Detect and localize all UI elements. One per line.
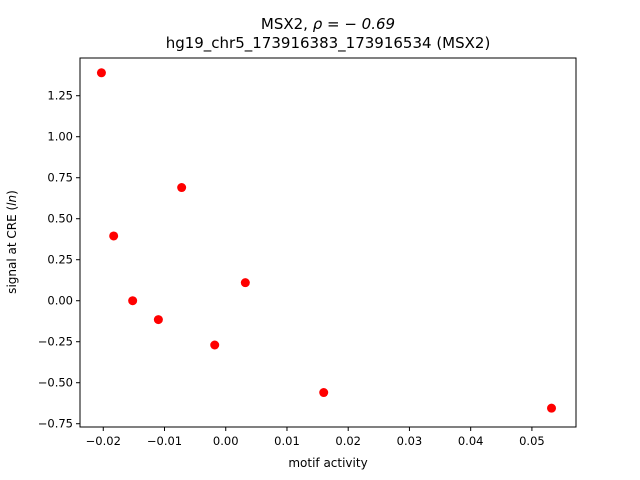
x-tick-label: 0.03 bbox=[397, 434, 423, 448]
x-axis: −0.02 −0.01 0.00 0.01 0.02 0.03 0.04 0.05 bbox=[86, 427, 545, 448]
plot-area: −0.02 −0.01 0.00 0.01 0.02 0.03 0.04 0.05 −0.75… bbox=[38, 57, 577, 448]
data-point bbox=[547, 403, 557, 413]
data-points bbox=[96, 68, 557, 413]
x-tick-label: −0.01 bbox=[147, 434, 182, 448]
data-point bbox=[96, 68, 106, 78]
y-tick-label: 0.50 bbox=[47, 212, 73, 226]
x-tick-label: 0.00 bbox=[213, 434, 239, 448]
y-tick-label: −0.75 bbox=[38, 417, 73, 431]
plot-frame bbox=[79, 57, 577, 428]
y-tick-label: −0.50 bbox=[38, 376, 73, 390]
chart-title-line2: hg19_chr5_173916383_173916534 (MSX2) bbox=[166, 34, 491, 53]
x-tick-label: 0.05 bbox=[519, 434, 545, 448]
chart-title-line1: MSX2, ρ = − 0.69 bbox=[261, 15, 395, 33]
data-point bbox=[210, 340, 220, 350]
y-tick-label: 0.00 bbox=[47, 294, 73, 308]
data-point bbox=[240, 278, 250, 288]
x-tick-label: −0.02 bbox=[86, 434, 121, 448]
x-tick-label: 0.02 bbox=[335, 434, 361, 448]
y-tick-label: 0.25 bbox=[47, 253, 73, 267]
y-axis-label: signal at CRE (ln) bbox=[5, 190, 19, 294]
data-point bbox=[319, 388, 329, 398]
x-axis-label: motif activity bbox=[288, 456, 367, 470]
x-tick-label: 0.04 bbox=[458, 434, 484, 448]
data-point bbox=[153, 315, 163, 325]
data-point bbox=[177, 183, 187, 193]
data-point bbox=[128, 296, 138, 306]
y-tick-label: 0.75 bbox=[47, 171, 73, 185]
y-tick-label: −0.25 bbox=[38, 335, 73, 349]
y-tick-label: 1.25 bbox=[47, 89, 73, 103]
y-tick-label: 1.00 bbox=[47, 130, 73, 144]
x-tick-label: 0.01 bbox=[274, 434, 300, 448]
y-axis: −0.75 −0.50 −0.25 0.00 0.25 0.50 0.75 1.00 1.25 bbox=[38, 89, 80, 431]
data-point bbox=[109, 231, 119, 241]
